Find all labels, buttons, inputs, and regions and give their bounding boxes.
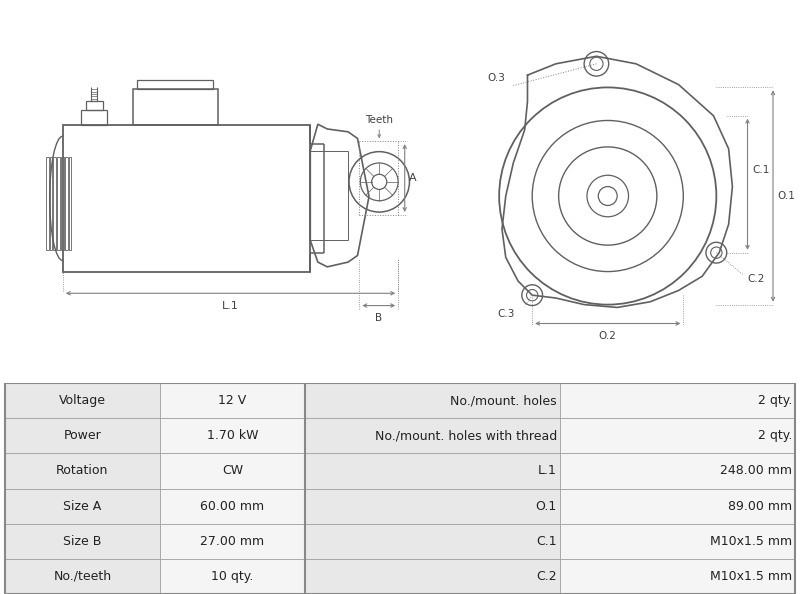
Text: C.2: C.2 xyxy=(747,274,765,284)
Text: C.1: C.1 xyxy=(752,165,770,175)
Text: CW: CW xyxy=(222,465,243,478)
Text: Teeth: Teeth xyxy=(366,115,394,125)
Text: A: A xyxy=(409,173,416,183)
Bar xyxy=(560,488,795,524)
Bar xyxy=(305,559,560,594)
Bar xyxy=(86,100,102,110)
Text: 89.00 mm: 89.00 mm xyxy=(728,500,792,513)
Bar xyxy=(560,559,795,594)
Text: 10 qty.: 10 qty. xyxy=(211,570,254,583)
Text: No./mount. holes with thread: No./mount. holes with thread xyxy=(374,429,557,443)
Bar xyxy=(305,453,560,488)
Text: M10x1.5 mm: M10x1.5 mm xyxy=(710,570,792,583)
Bar xyxy=(5,453,160,488)
Text: O.3: O.3 xyxy=(487,73,506,83)
Text: C.2: C.2 xyxy=(536,570,557,583)
Text: Power: Power xyxy=(63,429,102,443)
Bar xyxy=(61,157,64,250)
Bar xyxy=(58,157,60,250)
Bar xyxy=(63,125,310,271)
Bar xyxy=(65,157,68,250)
Bar xyxy=(305,418,560,453)
Text: Voltage: Voltage xyxy=(59,394,106,407)
Text: Size B: Size B xyxy=(63,535,102,548)
Bar xyxy=(5,383,160,418)
Bar xyxy=(138,80,213,89)
Bar xyxy=(305,383,560,418)
Text: 60.00 mm: 60.00 mm xyxy=(200,500,265,513)
Text: 248.00 mm: 248.00 mm xyxy=(720,465,792,478)
Bar xyxy=(50,157,53,250)
Bar xyxy=(160,453,305,488)
Bar xyxy=(305,488,560,524)
Bar xyxy=(46,157,49,250)
Text: No./teeth: No./teeth xyxy=(54,570,111,583)
Bar xyxy=(560,524,795,559)
Text: O.1: O.1 xyxy=(778,191,795,201)
Text: C.3: C.3 xyxy=(497,309,514,319)
Bar xyxy=(160,524,305,559)
Bar xyxy=(560,453,795,488)
Text: L.1: L.1 xyxy=(538,465,557,478)
Bar xyxy=(81,110,107,125)
Bar xyxy=(54,157,56,250)
Text: 27.00 mm: 27.00 mm xyxy=(200,535,265,548)
Text: Rotation: Rotation xyxy=(56,465,109,478)
Bar xyxy=(560,383,795,418)
Text: 12 V: 12 V xyxy=(218,394,246,407)
Bar xyxy=(69,157,71,250)
Bar xyxy=(133,89,218,125)
Bar xyxy=(160,418,305,453)
Text: No./mount. holes: No./mount. holes xyxy=(450,394,557,407)
Bar xyxy=(5,524,160,559)
Bar xyxy=(5,418,160,453)
Text: M10x1.5 mm: M10x1.5 mm xyxy=(710,535,792,548)
Bar xyxy=(160,559,305,594)
Text: 2 qty.: 2 qty. xyxy=(758,394,792,407)
Text: 1.70 kW: 1.70 kW xyxy=(206,429,258,443)
Bar xyxy=(5,488,160,524)
Text: L.1: L.1 xyxy=(222,301,239,311)
Bar xyxy=(5,559,160,594)
Bar xyxy=(305,524,560,559)
Text: B: B xyxy=(375,313,382,323)
Text: O.2: O.2 xyxy=(599,331,617,341)
Bar xyxy=(560,418,795,453)
Text: 2 qty.: 2 qty. xyxy=(758,429,792,443)
Text: O.1: O.1 xyxy=(536,500,557,513)
Text: C.1: C.1 xyxy=(536,535,557,548)
Text: Size A: Size A xyxy=(63,500,102,513)
Bar xyxy=(160,383,305,418)
Bar xyxy=(160,488,305,524)
